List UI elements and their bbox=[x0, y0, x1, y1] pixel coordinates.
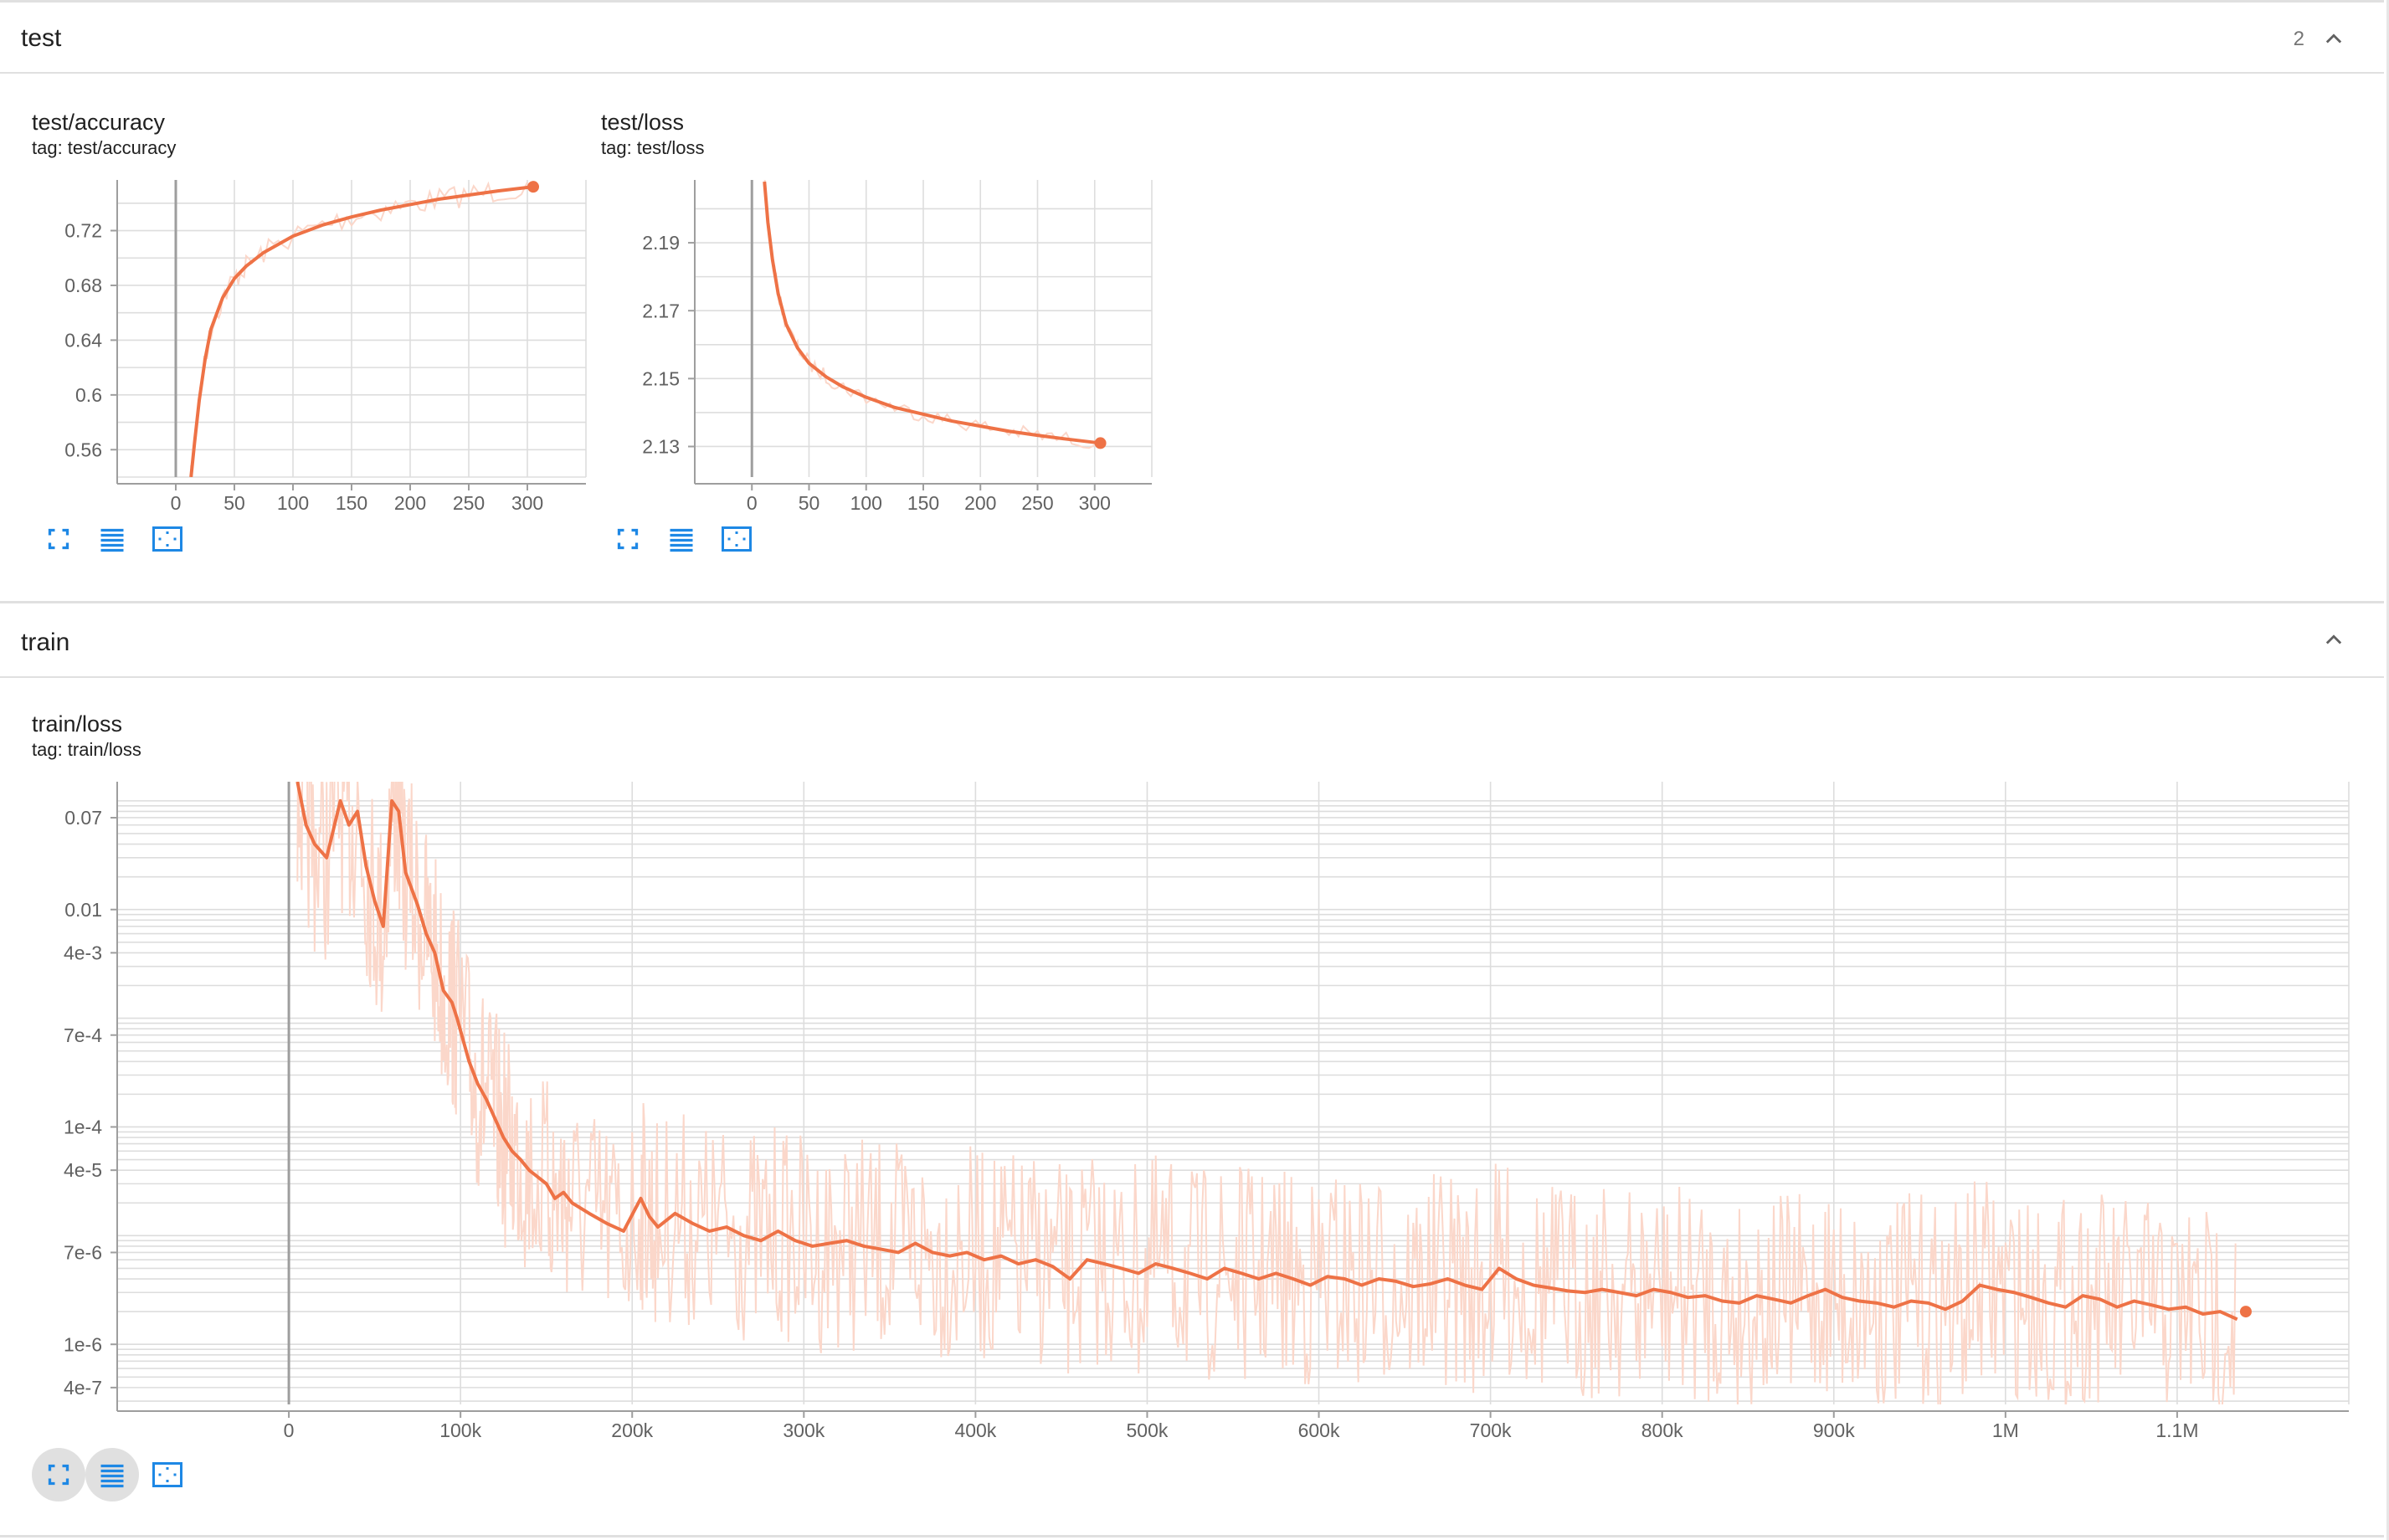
y-tick-label: 0.68 bbox=[64, 275, 102, 296]
fullscreen-button[interactable] bbox=[32, 1448, 85, 1502]
series-line bbox=[189, 185, 534, 477]
fullscreen-icon bbox=[48, 1464, 69, 1486]
x-tick-label: 100 bbox=[277, 492, 309, 514]
series-end-point bbox=[527, 181, 539, 193]
y-tick-label: 1e-4 bbox=[64, 1116, 102, 1138]
fit-domain-icon bbox=[722, 526, 752, 552]
toggle-log-scale-icon bbox=[100, 528, 124, 552]
card-tag: tag: test/loss bbox=[601, 137, 705, 158]
toggle-log-scale-icon bbox=[670, 528, 693, 552]
x-tick-label: 50 bbox=[799, 492, 820, 514]
panel-right-rule bbox=[2386, 0, 2389, 1540]
x-tick-label: 400k bbox=[954, 1419, 996, 1441]
series-end-point bbox=[2239, 1306, 2252, 1318]
fullscreen-button[interactable] bbox=[32, 512, 85, 566]
y-tick-label: 0.6 bbox=[75, 384, 102, 406]
series-raw-line bbox=[190, 181, 528, 477]
y-tick-label: 0.72 bbox=[64, 220, 102, 242]
x-tick-label: 500k bbox=[1127, 1419, 1169, 1441]
section-bottom-rule bbox=[0, 1535, 2384, 1537]
y-tick-label: 2.15 bbox=[642, 367, 680, 389]
y-tick-label: 7e-6 bbox=[64, 1242, 102, 1264]
x-tick-label: 50 bbox=[223, 492, 245, 514]
x-tick-label: 800k bbox=[1641, 1419, 1683, 1441]
x-tick-label: 150 bbox=[907, 492, 939, 514]
log-scale-button[interactable] bbox=[85, 1448, 139, 1502]
y-tick-label: 0.56 bbox=[64, 439, 102, 460]
x-tick-label: 250 bbox=[1021, 492, 1053, 514]
section-title: test bbox=[21, 24, 62, 52]
toggle-log-scale-icon bbox=[100, 1464, 124, 1488]
y-tick-label: 1e-6 bbox=[64, 1333, 102, 1355]
fit-domain-button[interactable] bbox=[139, 512, 193, 566]
x-tick-label: 0 bbox=[171, 492, 182, 514]
y-tick-label: 2.17 bbox=[642, 300, 680, 321]
y-tick-label: 4e-3 bbox=[64, 942, 102, 963]
card-tag: tag: test/accuracy bbox=[32, 137, 177, 158]
train-loss-chart[interactable]: 4e-7 1e-6 7e-6 4e-5 1e-4 7e-4 4e-3 0.01 0.07 0 100… bbox=[0, 770, 2389, 1465]
fullscreen-icon bbox=[617, 528, 639, 550]
series-end-point bbox=[1094, 437, 1107, 449]
fit-domain-button[interactable] bbox=[708, 512, 762, 566]
card-count-badge: 2 bbox=[2293, 28, 2304, 50]
y-tick-label: 4e-5 bbox=[64, 1159, 102, 1181]
y-tick-label: 2.13 bbox=[642, 436, 680, 458]
fit-domain-icon bbox=[152, 1462, 182, 1487]
card-tag: tag: train/loss bbox=[32, 739, 141, 760]
section-title: train bbox=[21, 629, 70, 656]
x-tick-label: 0 bbox=[747, 492, 758, 514]
x-tick-label: 700k bbox=[1470, 1419, 1512, 1441]
y-tick-label: 0.07 bbox=[64, 807, 102, 829]
chevron-up-icon[interactable] bbox=[2322, 28, 2345, 51]
fit-domain-button[interactable] bbox=[139, 1448, 193, 1502]
log-scale-button[interactable] bbox=[85, 512, 139, 566]
x-tick-label: 1M bbox=[1992, 1419, 2019, 1441]
y-tick-label: 7e-4 bbox=[64, 1024, 102, 1046]
x-tick-label: 1.1M bbox=[2155, 1419, 2198, 1441]
fullscreen-icon bbox=[48, 528, 69, 550]
x-tick-label: 0 bbox=[284, 1419, 295, 1441]
series-line bbox=[295, 782, 2238, 1322]
x-tick-label: 100k bbox=[439, 1419, 481, 1441]
x-tick-label: 200k bbox=[611, 1419, 653, 1441]
y-tick-label: 2.19 bbox=[642, 232, 680, 254]
x-tick-label: 900k bbox=[1813, 1419, 1855, 1441]
chevron-up-icon[interactable] bbox=[2322, 629, 2345, 652]
x-tick-label: 200 bbox=[964, 492, 996, 514]
x-tick-label: 600k bbox=[1298, 1419, 1340, 1441]
card-title: test/accuracy bbox=[32, 110, 166, 135]
x-tick-label: 300k bbox=[783, 1419, 825, 1441]
x-tick-label: 300 bbox=[1079, 492, 1111, 514]
section-header-test[interactable]: test 2 bbox=[0, 0, 2384, 74]
card-title: test/loss bbox=[601, 110, 685, 135]
y-tick-label: 0.64 bbox=[64, 329, 102, 351]
log-scale-button[interactable] bbox=[655, 512, 708, 566]
x-tick-label: 100 bbox=[850, 492, 882, 514]
card-title: train/loss bbox=[32, 711, 123, 737]
x-tick-label: 150 bbox=[336, 492, 367, 514]
loss-chart[interactable]: 2.13 2.15 2.17 2.19 0 50 100 150 200 250 300 bbox=[578, 163, 1180, 523]
series-raw-line bbox=[296, 782, 2237, 1404]
series-line bbox=[763, 181, 1101, 445]
accuracy-chart[interactable]: 0.56 0.6 0.64 0.68 0.72 0 50 100 150 200 250 300 bbox=[0, 163, 603, 523]
x-tick-label: 300 bbox=[511, 492, 543, 514]
section-header-train[interactable]: train bbox=[0, 601, 2384, 678]
x-tick-label: 250 bbox=[453, 492, 485, 514]
y-tick-label: 4e-7 bbox=[64, 1377, 102, 1399]
y-tick-label: 0.01 bbox=[64, 899, 102, 921]
fit-domain-icon bbox=[152, 526, 182, 552]
fullscreen-button[interactable] bbox=[601, 512, 655, 566]
x-tick-label: 200 bbox=[394, 492, 426, 514]
